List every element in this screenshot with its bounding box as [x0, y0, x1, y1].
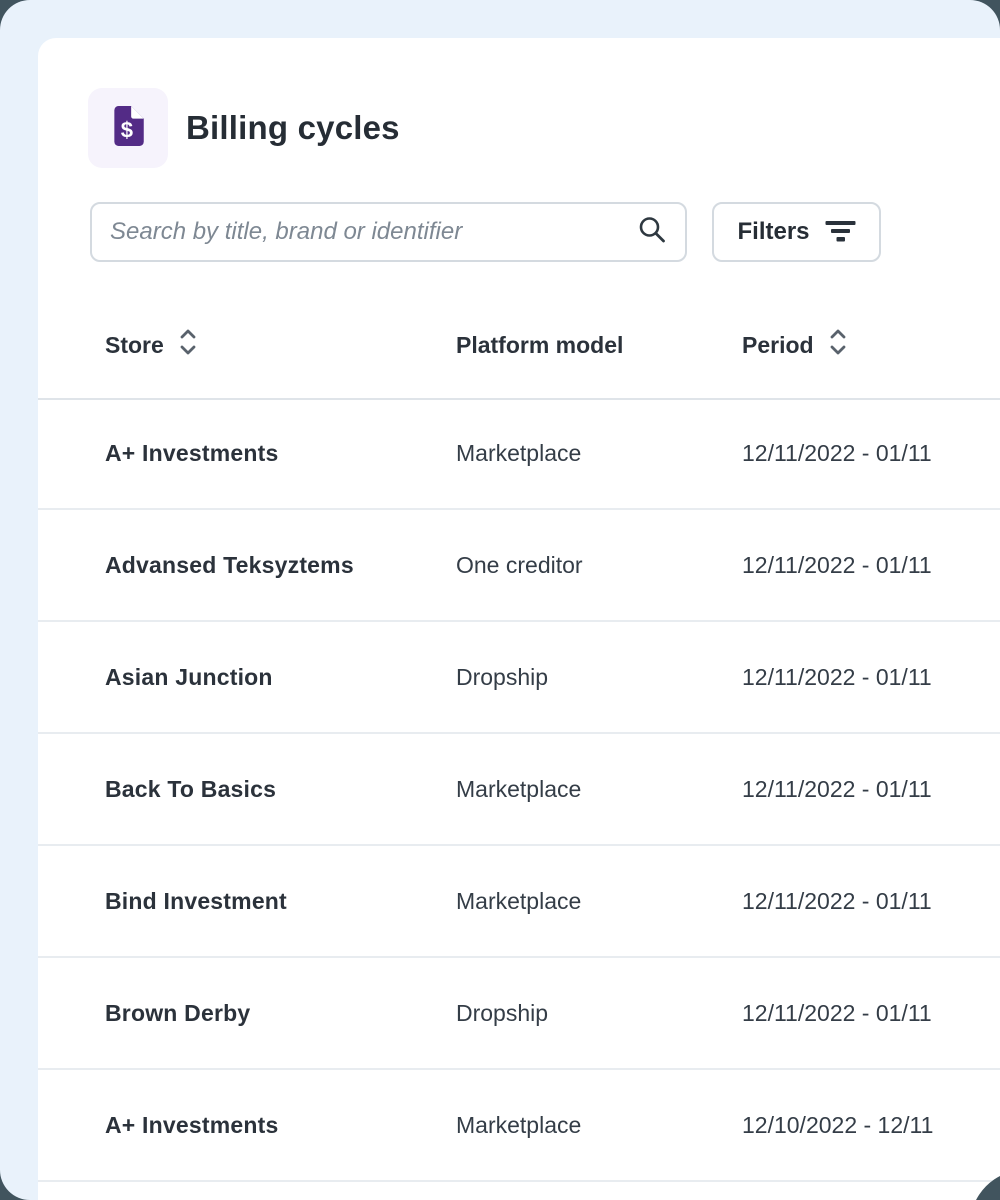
platform-model-cell: Marketplace	[456, 887, 582, 914]
store-cell: Advansed Teksyztems	[105, 551, 354, 578]
store-cell: Bind Investment	[105, 887, 287, 914]
period-cell: 12/11/2022 - 01/11	[742, 999, 932, 1026]
search-field-container	[90, 202, 687, 262]
page-icon-tile: $	[88, 88, 168, 168]
period-cell: 12/10/2022 - 12/11	[742, 1111, 934, 1138]
table-row[interactable]: A+ Investments Marketplace 12/11/2022 - …	[38, 398, 1000, 510]
sort-icon	[178, 327, 198, 363]
platform-model-cell: One creditor	[456, 551, 583, 578]
table-row[interactable]: Brown Derby Dropship 12/11/2022 - 01/11	[38, 958, 1000, 1070]
platform-model-cell: Marketplace	[456, 775, 582, 802]
store-cell: A+ Investments	[105, 439, 279, 466]
sort-icon	[828, 327, 848, 363]
period-cell: 12/11/2022 - 01/11	[742, 887, 932, 914]
table-row[interactable]: Back To Basics Marketplace 12/11/2022 - …	[38, 734, 1000, 846]
platform-model-cell: Marketplace	[456, 1111, 582, 1138]
table-row[interactable]: Bind Investment Marketplace 12/11/2022 -…	[38, 846, 1000, 958]
table-row[interactable]: Asian Junction Dropship 12/11/2022 - 01/…	[38, 622, 1000, 734]
column-header-store-label: Store	[105, 331, 164, 358]
platform-model-cell: Marketplace	[456, 439, 582, 466]
column-header-platform-model-label: Platform model	[456, 331, 624, 358]
search-input[interactable]	[90, 202, 687, 262]
store-cell: A+ Investments	[105, 1111, 279, 1138]
svg-text:$: $	[121, 117, 133, 142]
table-header-divider	[38, 398, 1000, 400]
store-cell: Back To Basics	[105, 775, 277, 802]
table-row[interactable]: A+ Investments Marketplace 12/10/2022 - …	[38, 1070, 1000, 1182]
page-title: Billing cycles	[186, 109, 400, 146]
column-header-period[interactable]: Period	[742, 321, 848, 369]
column-header-store[interactable]: Store	[105, 321, 198, 369]
platform-model-cell: Dropship	[456, 999, 549, 1026]
column-header-platform-model: Platform model	[456, 321, 623, 369]
platform-model-cell: Dropship	[456, 663, 549, 690]
filters-button[interactable]: Filters	[712, 202, 881, 262]
filters-button-label: Filters	[737, 218, 810, 245]
invoice-file-icon: $	[111, 105, 145, 152]
period-cell: 12/11/2022 - 01/11	[742, 439, 932, 466]
billing-cycles-card: $ Billing cycles Filters	[38, 38, 1000, 1200]
table-row[interactable]: Advansed Teksyztems One creditor 12/11/2…	[38, 510, 1000, 622]
store-cell: Asian Junction	[105, 663, 273, 690]
store-cell: Brown Derby	[105, 999, 251, 1026]
period-cell: 12/11/2022 - 01/11	[742, 551, 932, 578]
period-cell: 12/11/2022 - 01/11	[742, 663, 932, 690]
filter-lines-icon	[825, 219, 856, 246]
column-header-period-label: Period	[742, 331, 814, 358]
period-cell: 12/11/2022 - 01/11	[742, 775, 932, 802]
